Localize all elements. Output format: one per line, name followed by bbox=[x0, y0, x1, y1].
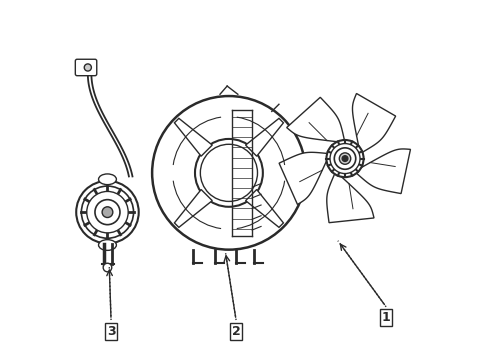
Circle shape bbox=[95, 200, 120, 225]
Polygon shape bbox=[287, 97, 344, 142]
Circle shape bbox=[330, 144, 360, 174]
Polygon shape bbox=[245, 118, 283, 156]
Circle shape bbox=[81, 186, 134, 238]
Circle shape bbox=[87, 192, 128, 233]
Circle shape bbox=[84, 64, 92, 71]
Circle shape bbox=[152, 96, 306, 249]
Circle shape bbox=[342, 156, 348, 161]
Circle shape bbox=[326, 140, 364, 177]
Text: 2: 2 bbox=[232, 325, 241, 338]
Ellipse shape bbox=[76, 181, 139, 243]
Ellipse shape bbox=[98, 240, 117, 250]
Text: 3: 3 bbox=[107, 325, 115, 338]
Text: 1: 1 bbox=[382, 311, 391, 324]
Polygon shape bbox=[327, 174, 374, 223]
Polygon shape bbox=[279, 152, 327, 204]
Polygon shape bbox=[174, 118, 212, 156]
Polygon shape bbox=[245, 189, 283, 228]
Polygon shape bbox=[352, 94, 395, 152]
Circle shape bbox=[103, 263, 112, 272]
Polygon shape bbox=[174, 189, 212, 228]
Circle shape bbox=[195, 139, 263, 207]
Circle shape bbox=[339, 153, 351, 164]
FancyBboxPatch shape bbox=[75, 59, 97, 76]
Circle shape bbox=[102, 207, 113, 217]
Circle shape bbox=[334, 148, 356, 169]
Ellipse shape bbox=[98, 174, 117, 185]
Polygon shape bbox=[356, 149, 411, 194]
